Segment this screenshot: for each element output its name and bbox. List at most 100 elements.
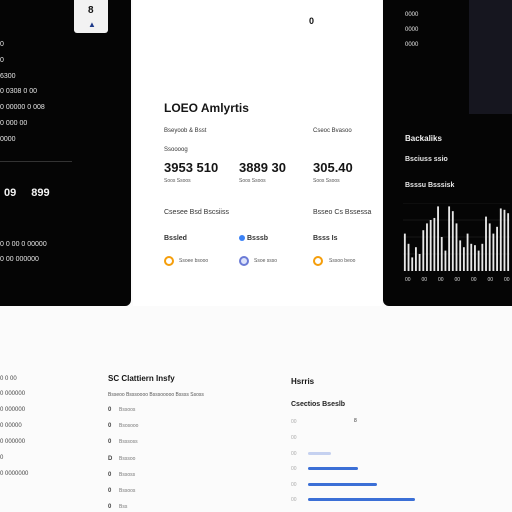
- chart-bar: [455, 223, 458, 271]
- section-subtitle: Csectios Bseslb: [291, 401, 346, 408]
- footer-text: Sssoo beoo: [329, 258, 356, 264]
- list-row[interactable]: 0 Bssoos: [108, 407, 135, 413]
- chart-bar: [440, 237, 443, 271]
- chart-bar: [451, 211, 454, 271]
- row-index: 00: [291, 482, 297, 488]
- item-label-with-dot: Bsssb: [239, 235, 268, 242]
- page-title: LOEO Amlyrtis: [164, 101, 249, 115]
- list-item[interactable]: 0 000000: [0, 391, 26, 397]
- sidebar-item[interactable]: 0 0308 0 00: [0, 88, 37, 95]
- row-icon: 0: [108, 488, 112, 494]
- panel-subtitle: Bsciuss ssio: [405, 156, 448, 163]
- footer-text: Ssoee bsooo: [179, 258, 209, 264]
- section-right: Bsseo Cs Bssessa: [313, 209, 372, 216]
- progress-bar: [308, 452, 331, 455]
- row-label: Bsosooo: [119, 423, 139, 429]
- list-row[interactable]: 0 Bsosooo: [108, 423, 138, 429]
- item-label: Bsss Is: [313, 235, 338, 242]
- row-label: Bssoos: [119, 407, 136, 413]
- item-label: Bssled: [164, 235, 187, 242]
- section-title: Hsrris: [291, 377, 315, 386]
- sidebar-item[interactable]: 0: [0, 41, 4, 48]
- panel-subtitle: Bsssu Bsssisk: [405, 182, 455, 189]
- sidebar-item[interactable]: 0: [0, 57, 4, 64]
- analytics-card: 0 LOEO Amlyrtis Bseyoob & Bsst Cseoc Bva…: [133, 0, 382, 306]
- chart-bar: [488, 223, 491, 271]
- chart-bar: [470, 243, 473, 271]
- right-stats-panel: 0000 0000 0000 Backaliks Bsciuss ssio Bs…: [383, 0, 512, 306]
- row-icon: 0: [108, 472, 112, 478]
- row-index: 00: [291, 419, 297, 425]
- row-label: Bsssoo: [119, 456, 136, 462]
- row-icon: 0: [108, 423, 112, 429]
- row-index: 00: [291, 497, 297, 503]
- chart-bar: [437, 206, 439, 271]
- chart-bar: [462, 247, 465, 271]
- chart-bar: [429, 220, 432, 271]
- panel-title: Backaliks: [405, 134, 442, 143]
- section-title: SC Clattiern Insfy: [108, 374, 175, 383]
- list-item[interactable]: 0 000000: [0, 439, 26, 445]
- left-sidebar-panel: 8 ▲ 0 0 6300 0 0308 0 00 0 00000 0 008 0…: [0, 0, 131, 306]
- chart-bar: [492, 233, 495, 271]
- list-item[interactable]: 0 0 00: [0, 376, 17, 382]
- chart-x-label: 00: [488, 277, 494, 283]
- list-item[interactable]: 0 0000000: [0, 471, 29, 477]
- chart-x-label: 00: [405, 277, 411, 283]
- status-dot-icon: [239, 235, 245, 242]
- section-subtitle: Bsseoo Bsssoooo Bsssooooo Bssss Ssoss: [108, 392, 204, 398]
- sidebar-item[interactable]: 0 00000 0 008: [0, 104, 45, 111]
- chart-bar: [448, 206, 451, 271]
- panel-top-item[interactable]: 0000: [405, 12, 419, 18]
- sidebar-footer-item[interactable]: 0 0 00 0 00000: [0, 241, 47, 248]
- list-row[interactable]: 0 Bssoss: [108, 472, 135, 478]
- list-item[interactable]: 0: [0, 455, 4, 461]
- chart-x-label: 00: [504, 277, 510, 283]
- chart-bar: [459, 240, 462, 271]
- chart-bar: [481, 243, 484, 271]
- progress-bar: [308, 498, 415, 501]
- chart-bar: [477, 250, 480, 271]
- sidebar-item[interactable]: 0000: [0, 136, 16, 143]
- list-item[interactable]: 0 000000: [0, 407, 26, 413]
- row-index: 00: [291, 451, 297, 457]
- chart-x-label: 00: [422, 277, 428, 283]
- chart-bar: [407, 243, 410, 271]
- chart-x-label: 00: [438, 277, 444, 283]
- progress-bar: [308, 483, 377, 486]
- list-row[interactable]: D Bsssoo: [108, 456, 135, 462]
- panel-top-item[interactable]: 0000: [405, 42, 419, 48]
- chart-bar: [426, 223, 428, 271]
- tab-glyph: 8: [88, 5, 94, 16]
- list-item[interactable]: 0 00000: [0, 423, 22, 429]
- row-icon: D: [108, 456, 113, 462]
- footer-text: Ssoe ssso: [254, 258, 278, 264]
- list-row[interactable]: 0 Bss: [108, 504, 127, 510]
- list-row[interactable]: 0 Bssoos: [108, 488, 135, 494]
- chart-bar: [474, 245, 476, 271]
- sidebar-tab[interactable]: 8 ▲: [74, 0, 108, 33]
- sidebar-footer-item[interactable]: 0 00 000000: [0, 256, 39, 263]
- panel-preview-box: [469, 0, 512, 114]
- stat-sub: Soos Ssoos: [239, 178, 266, 184]
- chart-bar: [466, 233, 469, 271]
- label-sub: Ssoooog: [164, 147, 188, 153]
- chart-bar: [433, 217, 436, 271]
- chart-bar: [444, 250, 447, 271]
- chart-bar: [422, 230, 425, 271]
- label-right: Cseoc Bvasoo: [313, 128, 352, 134]
- sidebar-item[interactable]: 6300: [0, 73, 16, 80]
- menu-icon[interactable]: 0: [309, 16, 315, 26]
- warning-badge-icon: [313, 256, 323, 266]
- bar-chart: 00 00 00 00 00 00 00: [403, 203, 510, 283]
- chart-bar: [507, 213, 510, 271]
- sidebar-item[interactable]: 0 000 00: [0, 120, 28, 127]
- list-row[interactable]: 0 Bsssoss: [108, 439, 138, 445]
- chart-bar: [403, 233, 406, 271]
- row-icon: 0: [108, 504, 112, 510]
- sidebar-stat: 09 899: [4, 187, 50, 199]
- stat-sub: Soos Ssoos: [313, 178, 340, 184]
- panel-top-item[interactable]: 0000: [405, 27, 419, 33]
- section-left: Csesee Bsd Bscsiiss: [164, 209, 229, 216]
- row-icon: 0: [108, 439, 112, 445]
